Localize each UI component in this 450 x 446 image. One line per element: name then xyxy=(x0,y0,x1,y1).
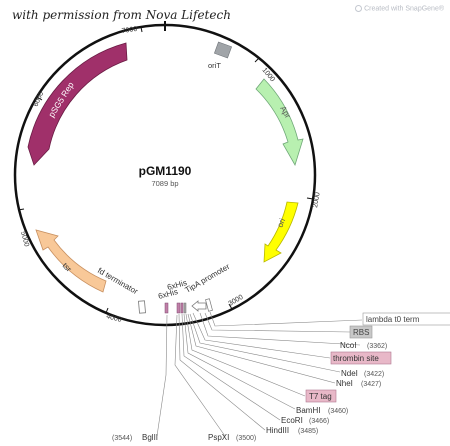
feature-fd-terminator[interactable] xyxy=(138,300,146,314)
feature-6xhis-left[interactable] xyxy=(164,302,169,314)
tick-label-4000: 4000 xyxy=(105,313,122,324)
snapgene-watermark: Created with SnapGene® xyxy=(355,5,444,12)
feature-tag-a[interactable] xyxy=(180,302,184,314)
tick-7000: 7000 xyxy=(121,26,143,35)
feature-label-ori: ori xyxy=(276,217,288,229)
tick-label-5000: 5000 xyxy=(19,231,30,248)
callout-ndei[interactable]: NdeI xyxy=(341,369,358,378)
tick-2000: 2000 xyxy=(306,192,322,209)
callout-hindiii[interactable]: HindIII xyxy=(266,426,289,435)
tick-label-3000: 3000 xyxy=(228,294,245,308)
callout-ecori[interactable]: EcoRI xyxy=(281,416,303,425)
callout-lines xyxy=(156,311,363,437)
callout-ncoi[interactable]: NcoI xyxy=(340,341,356,350)
tick-5000: 5000 xyxy=(17,208,30,248)
callout-ecori-pos: (3466) xyxy=(309,418,329,425)
tick-label-7000: 7000 xyxy=(121,26,138,35)
callout-bglii[interactable]: BglII xyxy=(142,433,158,442)
callout-ncoi-pos: (3362) xyxy=(367,343,387,350)
watermark-text: Created with SnapGene® xyxy=(364,5,444,13)
feature-apr[interactable] xyxy=(255,78,304,167)
feature-label-tipa-promoter: TipA promoter xyxy=(184,262,232,295)
snapgene-logo-icon xyxy=(355,5,363,12)
handwritten-permission-note: with permission from Nova Lifetech xyxy=(12,8,231,22)
tick-4000: 4000 xyxy=(105,307,122,324)
callout-rbs[interactable]: RBS xyxy=(353,328,369,337)
tick-label-6000: 6000 xyxy=(32,91,45,108)
tick-6000: 6000 xyxy=(32,91,45,108)
callout-bamhi[interactable]: BamHI xyxy=(296,406,320,415)
callout-nhei[interactable]: NheI xyxy=(336,379,353,388)
feature-psg5-rep[interactable] xyxy=(27,42,128,166)
plasmid-name: pGM1190 xyxy=(139,164,192,178)
feature-tipa-promoter[interactable] xyxy=(191,300,207,312)
callout-thrombin-site[interactable]: thrombin site xyxy=(333,354,379,363)
callout-bamhi-pos: (3460) xyxy=(328,408,348,415)
plasmid-length: 7089 bp xyxy=(151,179,178,188)
callout-box-thrombin-site xyxy=(330,351,392,365)
feature-6xhis-right[interactable] xyxy=(176,302,181,314)
feature-ori[interactable] xyxy=(263,201,299,263)
feature-lambda-t0-term[interactable] xyxy=(205,298,213,312)
tick-label-2000: 2000 xyxy=(312,192,322,209)
callout-bglii-pos: (3544) xyxy=(112,435,132,442)
callout-t7-tag[interactable]: T7 tag xyxy=(309,392,332,401)
feature-tag-b[interactable] xyxy=(183,302,187,314)
callout-lambda-t0-term[interactable]: lambda t0 term xyxy=(366,315,420,324)
callout-pspxi[interactable]: PspXI xyxy=(208,433,229,442)
callout-box-t7-tag xyxy=(305,389,337,403)
callout-hindiii-pos: (3485) xyxy=(298,428,318,435)
callout-ndei-pos: (3422) xyxy=(364,371,384,378)
callout-nhei-pos: (3427) xyxy=(361,381,381,388)
feature-orit[interactable] xyxy=(213,41,233,59)
callout-box-lambda-t0-term xyxy=(362,312,450,326)
callout-pspxi-pos: (3500) xyxy=(236,435,256,442)
feature-tsr[interactable] xyxy=(35,229,107,293)
callout-box-rbs xyxy=(349,325,373,339)
feature-label-orit: oriT xyxy=(208,61,221,70)
